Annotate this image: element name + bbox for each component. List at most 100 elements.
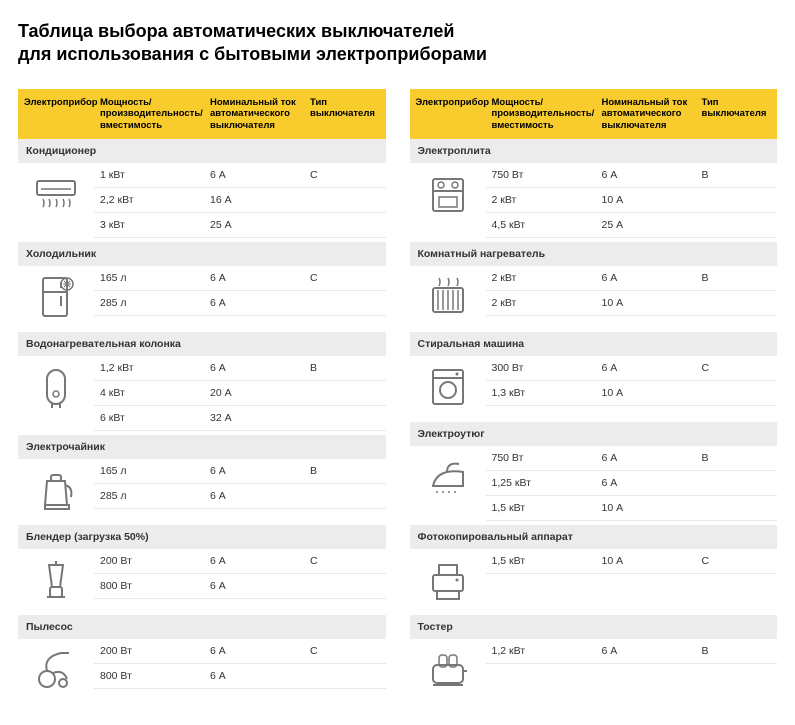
cell-current: 6 А bbox=[204, 163, 304, 187]
heater-icon bbox=[410, 266, 486, 328]
cell-type bbox=[304, 484, 386, 508]
cell-current: 6 А bbox=[204, 356, 304, 380]
cell-power: 6 кВт bbox=[94, 406, 204, 430]
appliance-section: Комнатный нагреватель2 кВт6 АB2 кВт10 А bbox=[410, 242, 778, 328]
cell-type: C bbox=[304, 266, 386, 290]
cell-type bbox=[304, 406, 386, 430]
table-row: 165 л6 АB bbox=[94, 459, 386, 484]
cell-type: C bbox=[696, 356, 778, 380]
header-type: Типвыключателя bbox=[304, 89, 386, 139]
cell-power: 165 л bbox=[94, 266, 204, 290]
cell-power: 1,5 кВт bbox=[486, 496, 596, 520]
page-title: Таблица выбора автоматических выключател… bbox=[18, 20, 777, 67]
cell-power: 800 Вт bbox=[94, 574, 204, 598]
cell-power: 1 кВт bbox=[94, 163, 204, 187]
stove-icon bbox=[410, 163, 486, 238]
table-row: 1,25 кВт6 А bbox=[486, 471, 778, 496]
table-row: 200 Вт6 АC bbox=[94, 549, 386, 574]
cell-type bbox=[304, 574, 386, 598]
cell-power: 285 л bbox=[94, 291, 204, 315]
right-column: ЭлектроприборМощность/производительность… bbox=[410, 89, 778, 705]
left-column: ЭлектроприборМощность/производительность… bbox=[18, 89, 386, 705]
table-row: 3 кВт25 А bbox=[94, 213, 386, 238]
cell-current: 6 А bbox=[204, 664, 304, 688]
header-current: Номинальный токавтоматическоговыключател… bbox=[596, 89, 696, 139]
cell-type: C bbox=[304, 163, 386, 187]
cell-current: 6 А bbox=[596, 639, 696, 663]
cell-power: 2 кВт bbox=[486, 188, 596, 212]
cell-type bbox=[696, 213, 778, 237]
cell-power: 300 Вт bbox=[486, 356, 596, 380]
cell-current: 16 А bbox=[204, 188, 304, 212]
table-row: 200 Вт6 АC bbox=[94, 639, 386, 664]
header-type: Типвыключателя bbox=[696, 89, 778, 139]
cell-current: 6 А bbox=[596, 356, 696, 380]
table-header: ЭлектроприборМощность/производительность… bbox=[410, 89, 778, 139]
boiler-icon bbox=[18, 356, 94, 431]
table-row: 300 Вт6 АC bbox=[486, 356, 778, 381]
cell-power: 2,2 кВт bbox=[94, 188, 204, 212]
cell-power: 2 кВт bbox=[486, 266, 596, 290]
appliance-name: Комнатный нагреватель bbox=[410, 242, 778, 266]
toaster-icon bbox=[410, 639, 486, 701]
appliance-section: Водонагревательная колонка1,2 кВт6 АB4 к… bbox=[18, 332, 386, 431]
cell-type: C bbox=[696, 549, 778, 573]
cell-type: B bbox=[696, 266, 778, 290]
kettle-icon bbox=[18, 459, 94, 521]
cell-current: 10 А bbox=[596, 381, 696, 405]
cell-power: 165 л bbox=[94, 459, 204, 483]
appliance-section: Фотокопировальный аппарат1,5 кВт10 АC bbox=[410, 525, 778, 611]
cell-power: 1,2 кВт bbox=[486, 639, 596, 663]
ac-icon bbox=[18, 163, 94, 238]
cell-current: 20 А bbox=[204, 381, 304, 405]
cell-power: 800 Вт bbox=[94, 664, 204, 688]
cell-type bbox=[304, 664, 386, 688]
appliance-name: Пылесос bbox=[18, 615, 386, 639]
table-row: 6 кВт32 А bbox=[94, 406, 386, 431]
cell-current: 6 А bbox=[204, 266, 304, 290]
cell-type bbox=[304, 213, 386, 237]
table-row: 2 кВт10 А bbox=[486, 188, 778, 213]
cell-power: 1,25 кВт bbox=[486, 471, 596, 495]
cell-current: 6 А bbox=[596, 266, 696, 290]
appliance-name: Блендер (загрузка 50%) bbox=[18, 525, 386, 549]
cell-type bbox=[696, 291, 778, 315]
cell-current: 6 А bbox=[204, 459, 304, 483]
appliance-section: Стиральная машина300 Вт6 АC1,3 кВт10 А bbox=[410, 332, 778, 418]
cell-current: 6 А bbox=[204, 291, 304, 315]
cell-power: 4,5 кВт bbox=[486, 213, 596, 237]
cell-current: 6 А bbox=[204, 484, 304, 508]
appliance-section: Кондиционер1 кВт6 АC2,2 кВт16 А3 кВт25 А bbox=[18, 139, 386, 238]
header-appliance: Электроприбор bbox=[410, 89, 486, 139]
table-row: 165 л6 АC bbox=[94, 266, 386, 291]
appliance-name: Электрочайник bbox=[18, 435, 386, 459]
appliance-section: Электрочайник165 л6 АB285 л6 А bbox=[18, 435, 386, 521]
cell-current: 32 А bbox=[204, 406, 304, 430]
cell-type: B bbox=[304, 356, 386, 380]
appliance-section: Блендер (загрузка 50%)200 Вт6 АC800 Вт6 … bbox=[18, 525, 386, 611]
fridge-icon bbox=[18, 266, 94, 328]
header-power: Мощность/производительность/вместимость bbox=[486, 89, 596, 139]
cell-type bbox=[696, 381, 778, 405]
appliance-name: Фотокопировальный аппарат bbox=[410, 525, 778, 549]
table-row: 800 Вт6 А bbox=[94, 664, 386, 689]
appliance-name: Электроутюг bbox=[410, 422, 778, 446]
cell-type: B bbox=[696, 446, 778, 470]
appliance-name: Водонагревательная колонка bbox=[18, 332, 386, 356]
cell-power: 4 кВт bbox=[94, 381, 204, 405]
table-row: 2 кВт10 А bbox=[486, 291, 778, 316]
appliance-section: Тостер1,2 кВт6 АB bbox=[410, 615, 778, 701]
header-appliance: Электроприбор bbox=[18, 89, 94, 139]
cell-type bbox=[304, 381, 386, 405]
table-row: 2 кВт6 АB bbox=[486, 266, 778, 291]
table-row: 4 кВт20 А bbox=[94, 381, 386, 406]
cell-current: 6 А bbox=[204, 549, 304, 573]
cell-power: 1,5 кВт bbox=[486, 549, 596, 573]
cell-current: 6 А bbox=[204, 574, 304, 598]
table-header: ЭлектроприборМощность/производительность… bbox=[18, 89, 386, 139]
cell-power: 2 кВт bbox=[486, 291, 596, 315]
table-row: 1,5 кВт10 А bbox=[486, 496, 778, 521]
cell-power: 750 Вт bbox=[486, 163, 596, 187]
cell-type: C bbox=[304, 639, 386, 663]
appliance-section: Холодильник165 л6 АC285 л6 А bbox=[18, 242, 386, 328]
